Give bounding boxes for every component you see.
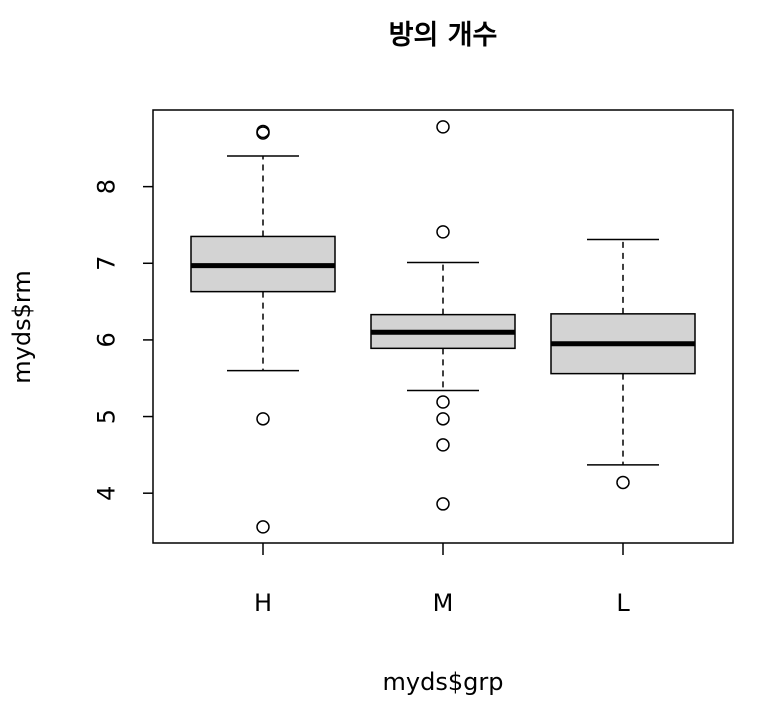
y-tick-label: 4 [92, 486, 120, 501]
outlier-point [436, 120, 450, 134]
outlier-point [436, 225, 450, 239]
y-tick-label: 5 [92, 409, 120, 424]
x-tick-label: L [616, 589, 630, 617]
outlier-point [256, 124, 270, 139]
outlier-point [436, 395, 450, 409]
chart-title: 방의 개수 [389, 20, 498, 51]
outlier-point [436, 412, 450, 426]
outlier-point [436, 497, 450, 511]
y-axis-label: myds$rm [8, 270, 36, 383]
outlier-point [256, 412, 270, 426]
y-tick-label: 6 [92, 332, 120, 347]
x-tick-label: M [433, 589, 454, 617]
outlier-point [616, 475, 630, 490]
y-tick-label: 8 [92, 179, 120, 194]
outlier-point [436, 438, 450, 452]
x-tick-label: H [254, 589, 272, 617]
y-tick-label: 7 [92, 256, 120, 271]
x-axis-label: myds$grp [383, 668, 504, 696]
plot-layer: 4 5 6 7 8 H M L [92, 120, 696, 617]
outlier-point [256, 520, 270, 534]
